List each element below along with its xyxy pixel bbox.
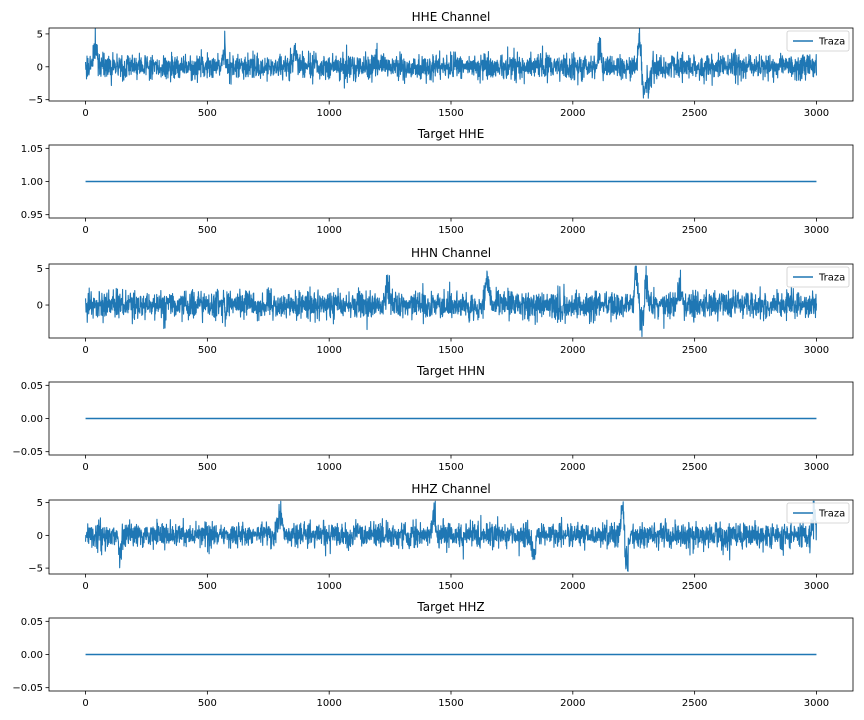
subplot-1: HHE Channel 0 500 1000 1500 2000 2500 3000 −5 0 5 T…: [28, 10, 854, 119]
y-tick-label: 5: [37, 29, 43, 40]
legend-label: Traza: [818, 273, 845, 284]
x-tick-label: 3000: [804, 698, 829, 709]
subplot-title: HHZ Channel: [411, 482, 490, 496]
legend: Traza: [786, 266, 850, 288]
legend-box: [786, 266, 850, 288]
subplot-title: HHE Channel: [412, 10, 491, 24]
subplot-title: Target HHN: [416, 364, 485, 378]
series-line: [85, 265, 817, 338]
y-tick-label: −0.05: [12, 447, 43, 458]
legend-label: Traza: [818, 509, 845, 520]
x-tick-label: 2000: [560, 108, 585, 119]
x-tick-label: 3000: [804, 345, 829, 356]
legend: Traza: [786, 502, 850, 524]
x-tick-label: 2000: [560, 581, 585, 592]
subplot-4: Target HHN 0 500 1000 1500 2000 2500 3000 −0.05 0…: [12, 364, 854, 473]
x-tick-label: 3000: [804, 462, 829, 473]
x-tick-label: 0: [82, 698, 88, 709]
subplot-title: Target HHZ: [416, 600, 484, 614]
x-tick-label: 0: [82, 345, 88, 356]
y-tick-label: 1.00: [21, 177, 43, 188]
x-tick-label: 2000: [560, 462, 585, 473]
subplot-3: HHN Channel 0 500 1000 1500 2000 2500 3000 0 5 Tra…: [37, 246, 854, 356]
x-tick-label: 500: [198, 462, 217, 473]
x-tick-label: 2500: [682, 581, 707, 592]
y-tick-label: 0: [37, 62, 43, 73]
y-tick-label: 5: [37, 498, 43, 509]
legend-box: [786, 502, 850, 524]
x-tick-label: 1500: [438, 462, 463, 473]
y-tick-label: −5: [28, 564, 43, 575]
x-tick-label: 2000: [560, 698, 585, 709]
x-tick-label: 2000: [560, 345, 585, 356]
y-tick-label: 0.05: [21, 381, 43, 392]
legend-label: Traza: [818, 37, 845, 48]
subplot-title: HHN Channel: [411, 246, 491, 260]
y-tick-label: 1.05: [21, 144, 43, 155]
x-tick-label: 1000: [316, 698, 341, 709]
x-tick-label: 1000: [316, 108, 341, 119]
subplot-6: Target HHZ 0 500 1000 1500 2000 2500 3000 −0.05 0…: [12, 600, 854, 709]
y-tick-label: 0.05: [21, 617, 43, 628]
x-tick-label: 0: [82, 581, 88, 592]
x-tick-label: 1500: [438, 108, 463, 119]
x-tick-label: 3000: [804, 108, 829, 119]
x-tick-label: 1500: [438, 581, 463, 592]
x-tick-label: 1500: [438, 698, 463, 709]
x-tick-label: 0: [82, 225, 88, 236]
legend-box: [786, 30, 850, 52]
x-tick-label: 0: [82, 462, 88, 473]
series-line: [85, 28, 817, 99]
x-tick-label: 2000: [560, 225, 585, 236]
x-tick-label: 500: [198, 108, 217, 119]
x-tick-label: 2500: [682, 698, 707, 709]
x-tick-label: 2500: [682, 345, 707, 356]
y-tick-label: 0: [37, 531, 43, 542]
x-tick-label: 1000: [316, 462, 341, 473]
x-tick-label: 2500: [682, 462, 707, 473]
y-tick-label: −5: [28, 95, 43, 106]
x-tick-label: 1000: [316, 345, 341, 356]
y-tick-label: 0: [37, 301, 43, 312]
x-tick-label: 500: [198, 345, 217, 356]
x-tick-label: 0: [82, 108, 88, 119]
x-tick-label: 1000: [316, 225, 341, 236]
series-line: [85, 500, 817, 572]
x-tick-label: 1500: [438, 345, 463, 356]
x-tick-label: 3000: [804, 225, 829, 236]
x-tick-label: 500: [198, 698, 217, 709]
y-tick-label: 0.00: [21, 414, 43, 425]
y-tick-label: −0.05: [12, 683, 43, 694]
x-tick-label: 3000: [804, 581, 829, 592]
subplot-title: Target HHE: [417, 127, 485, 141]
y-tick-label: 5: [37, 264, 43, 275]
x-tick-label: 500: [198, 225, 217, 236]
subplot-2: Target HHE 0 500 1000 1500 2000 2500 3000 0.95 1.…: [21, 127, 854, 236]
y-tick-label: 0.95: [21, 210, 43, 221]
x-tick-label: 2500: [682, 225, 707, 236]
y-tick-label: 0.00: [21, 650, 43, 661]
legend: Traza: [786, 30, 850, 52]
x-tick-label: 1500: [438, 225, 463, 236]
subplot-5: HHZ Channel 0 500 1000 1500 2000 2500 3000 −5 0 5 T…: [28, 482, 854, 592]
x-tick-label: 1000: [316, 581, 341, 592]
x-tick-label: 500: [198, 581, 217, 592]
x-tick-label: 2500: [682, 108, 707, 119]
